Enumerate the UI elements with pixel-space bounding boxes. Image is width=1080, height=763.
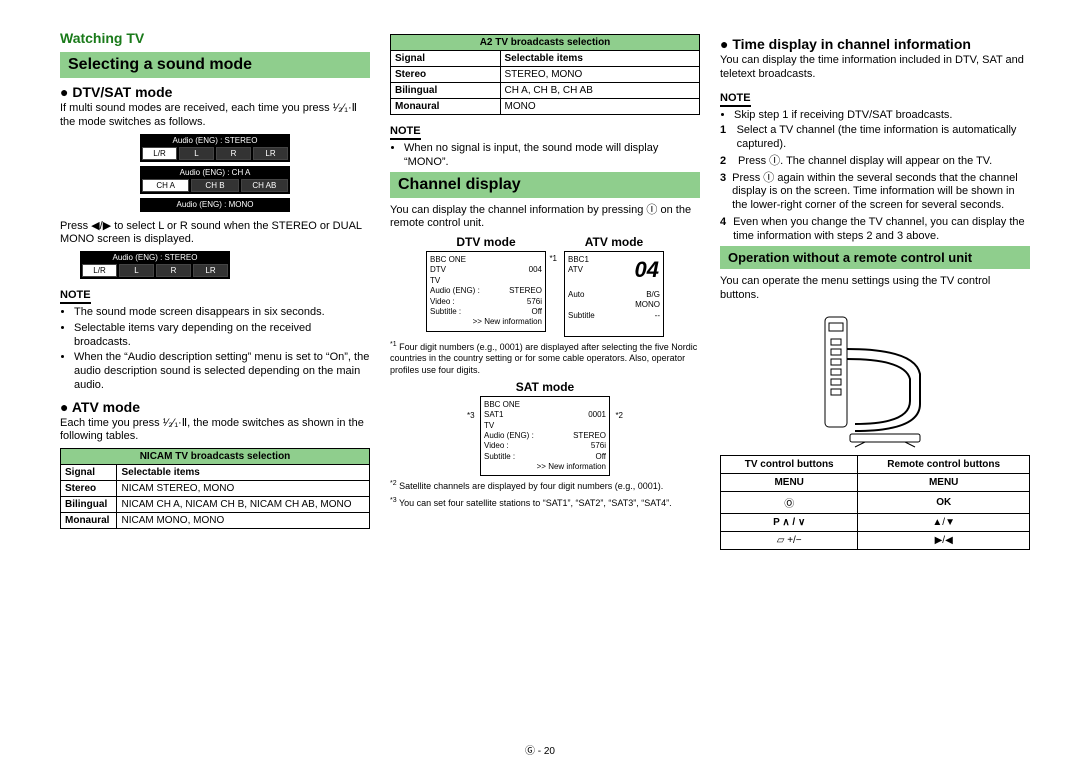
table-row: StereoNICAM STEREO, MONO [61, 481, 370, 497]
section-heading: Watching TV [60, 30, 370, 46]
note-a2: When no signal is input, the sound mode … [404, 142, 700, 170]
atv-display: BBC1 ATV 04 AutoB/G MONO Subtitle-- [564, 251, 664, 337]
osd-cell: CH AB [241, 179, 288, 192]
dtv-display: BBC ONE DTV004 TV Audio (ENG) :STEREO Vi… [426, 251, 546, 332]
osd-stereo-2: Audio (ENG) : STEREO L/R L R LR [80, 251, 230, 279]
table-row: BilingualCH A, CH B, CH AB [391, 83, 700, 99]
sat-display: *3 *2 BBC ONE SAT10001 TV Audio (ENG) :S… [480, 396, 610, 477]
table-row: MonauralNICAM MONO, MONO [61, 513, 370, 529]
osd-cell: L/R [142, 147, 177, 160]
page: Watching TV Selecting a sound mode DTV/S… [0, 0, 1080, 560]
sub-atv: ATV mode [60, 399, 370, 415]
note-list-1: The sound mode screen disappears in six … [74, 306, 370, 393]
body-press-lr: Press ◀/▶ to select L or R sound when th… [60, 220, 370, 248]
heading-channel-display: Channel display [390, 172, 700, 198]
time-steps: 1Select a TV channel (the time informati… [720, 124, 1030, 243]
column-2: A2 TV broadcasts selection SignalSelecta… [390, 30, 700, 550]
osd-cell: LR [253, 147, 288, 160]
heading-sound-mode: Selecting a sound mode [60, 52, 370, 78]
osd-cell: CH B [191, 179, 238, 192]
table-row: MENUMENU [721, 473, 1030, 491]
dtv-display-wrap: DTV mode BBC ONE DTV004 TV Audio (ENG) :… [426, 235, 546, 337]
page-number: Ⓖ - 20 [0, 742, 1080, 757]
table-row: BilingualNICAM CH A, NICAM CH B, NICAM C… [61, 497, 370, 513]
osd-mono: Audio (ENG) : MONO [140, 198, 290, 212]
table-row: MonauralMONO [391, 99, 700, 115]
sub-time-display: Time display in channel information [720, 36, 1030, 52]
tv-side-icon [795, 309, 955, 449]
osd-cell: R [216, 147, 251, 160]
footnote-1: *1 Four digit numbers (e.g., 0001) are d… [390, 341, 700, 376]
heading-no-remote: Operation without a remote control unit [720, 246, 1030, 269]
column-3: Time display in channel information You … [720, 30, 1030, 550]
osd-cell: CH A [142, 179, 189, 192]
sub-dtv-sat: DTV/SAT mode [60, 84, 370, 100]
table-row: ⓄOK [721, 491, 1030, 513]
footnote-3: *3 You can set four satellite stations t… [390, 497, 700, 509]
table-row: P ∧ / ∨▲/▼ [721, 513, 1030, 531]
body-time: You can display the time information inc… [720, 54, 1030, 82]
note-label: NOTE [720, 92, 751, 107]
body-op: You can operate the menu settings using … [720, 275, 1030, 303]
osd-stereo: Audio (ENG) : STEREO L/R L R LR [140, 134, 290, 162]
osd-flow-diagram: Audio (ENG) : STEREO L/R L R LR Audio (E… [115, 134, 315, 212]
osd-cha: Audio (ENG) : CH A CH A CH B CH AB [140, 166, 290, 194]
body-dtvsat: If multi sound modes are received, each … [60, 102, 370, 130]
body-atv: Each time you press ¹⁄₂⁄₁·Ⅱ, the mode sw… [60, 417, 370, 445]
table-row: ▱ +/−▶/◀ [721, 531, 1030, 549]
osd-cell: L [179, 147, 214, 160]
body-channel-display: You can display the channel information … [390, 204, 700, 232]
note-skip: Skip step 1 if receiving DTV/SAT broadca… [734, 109, 1030, 123]
footnote-2: *2 Satellite channels are displayed by f… [390, 480, 700, 492]
a2-table: A2 TV broadcasts selection SignalSelecta… [390, 34, 700, 115]
control-table: TV control buttonsRemote control buttons… [720, 455, 1030, 550]
note-label: NOTE [390, 125, 421, 140]
atv-display-wrap: ATV mode BBC1 ATV 04 AutoB/G MONO Subtit… [564, 235, 664, 337]
nicam-table: NICAM TV broadcasts selection SignalSele… [60, 448, 370, 529]
table-row: StereoSTEREO, MONO [391, 67, 700, 83]
column-1: Watching TV Selecting a sound mode DTV/S… [60, 30, 370, 550]
note-label: NOTE [60, 289, 91, 304]
channel-display-row: DTV mode BBC ONE DTV004 TV Audio (ENG) :… [390, 235, 700, 337]
